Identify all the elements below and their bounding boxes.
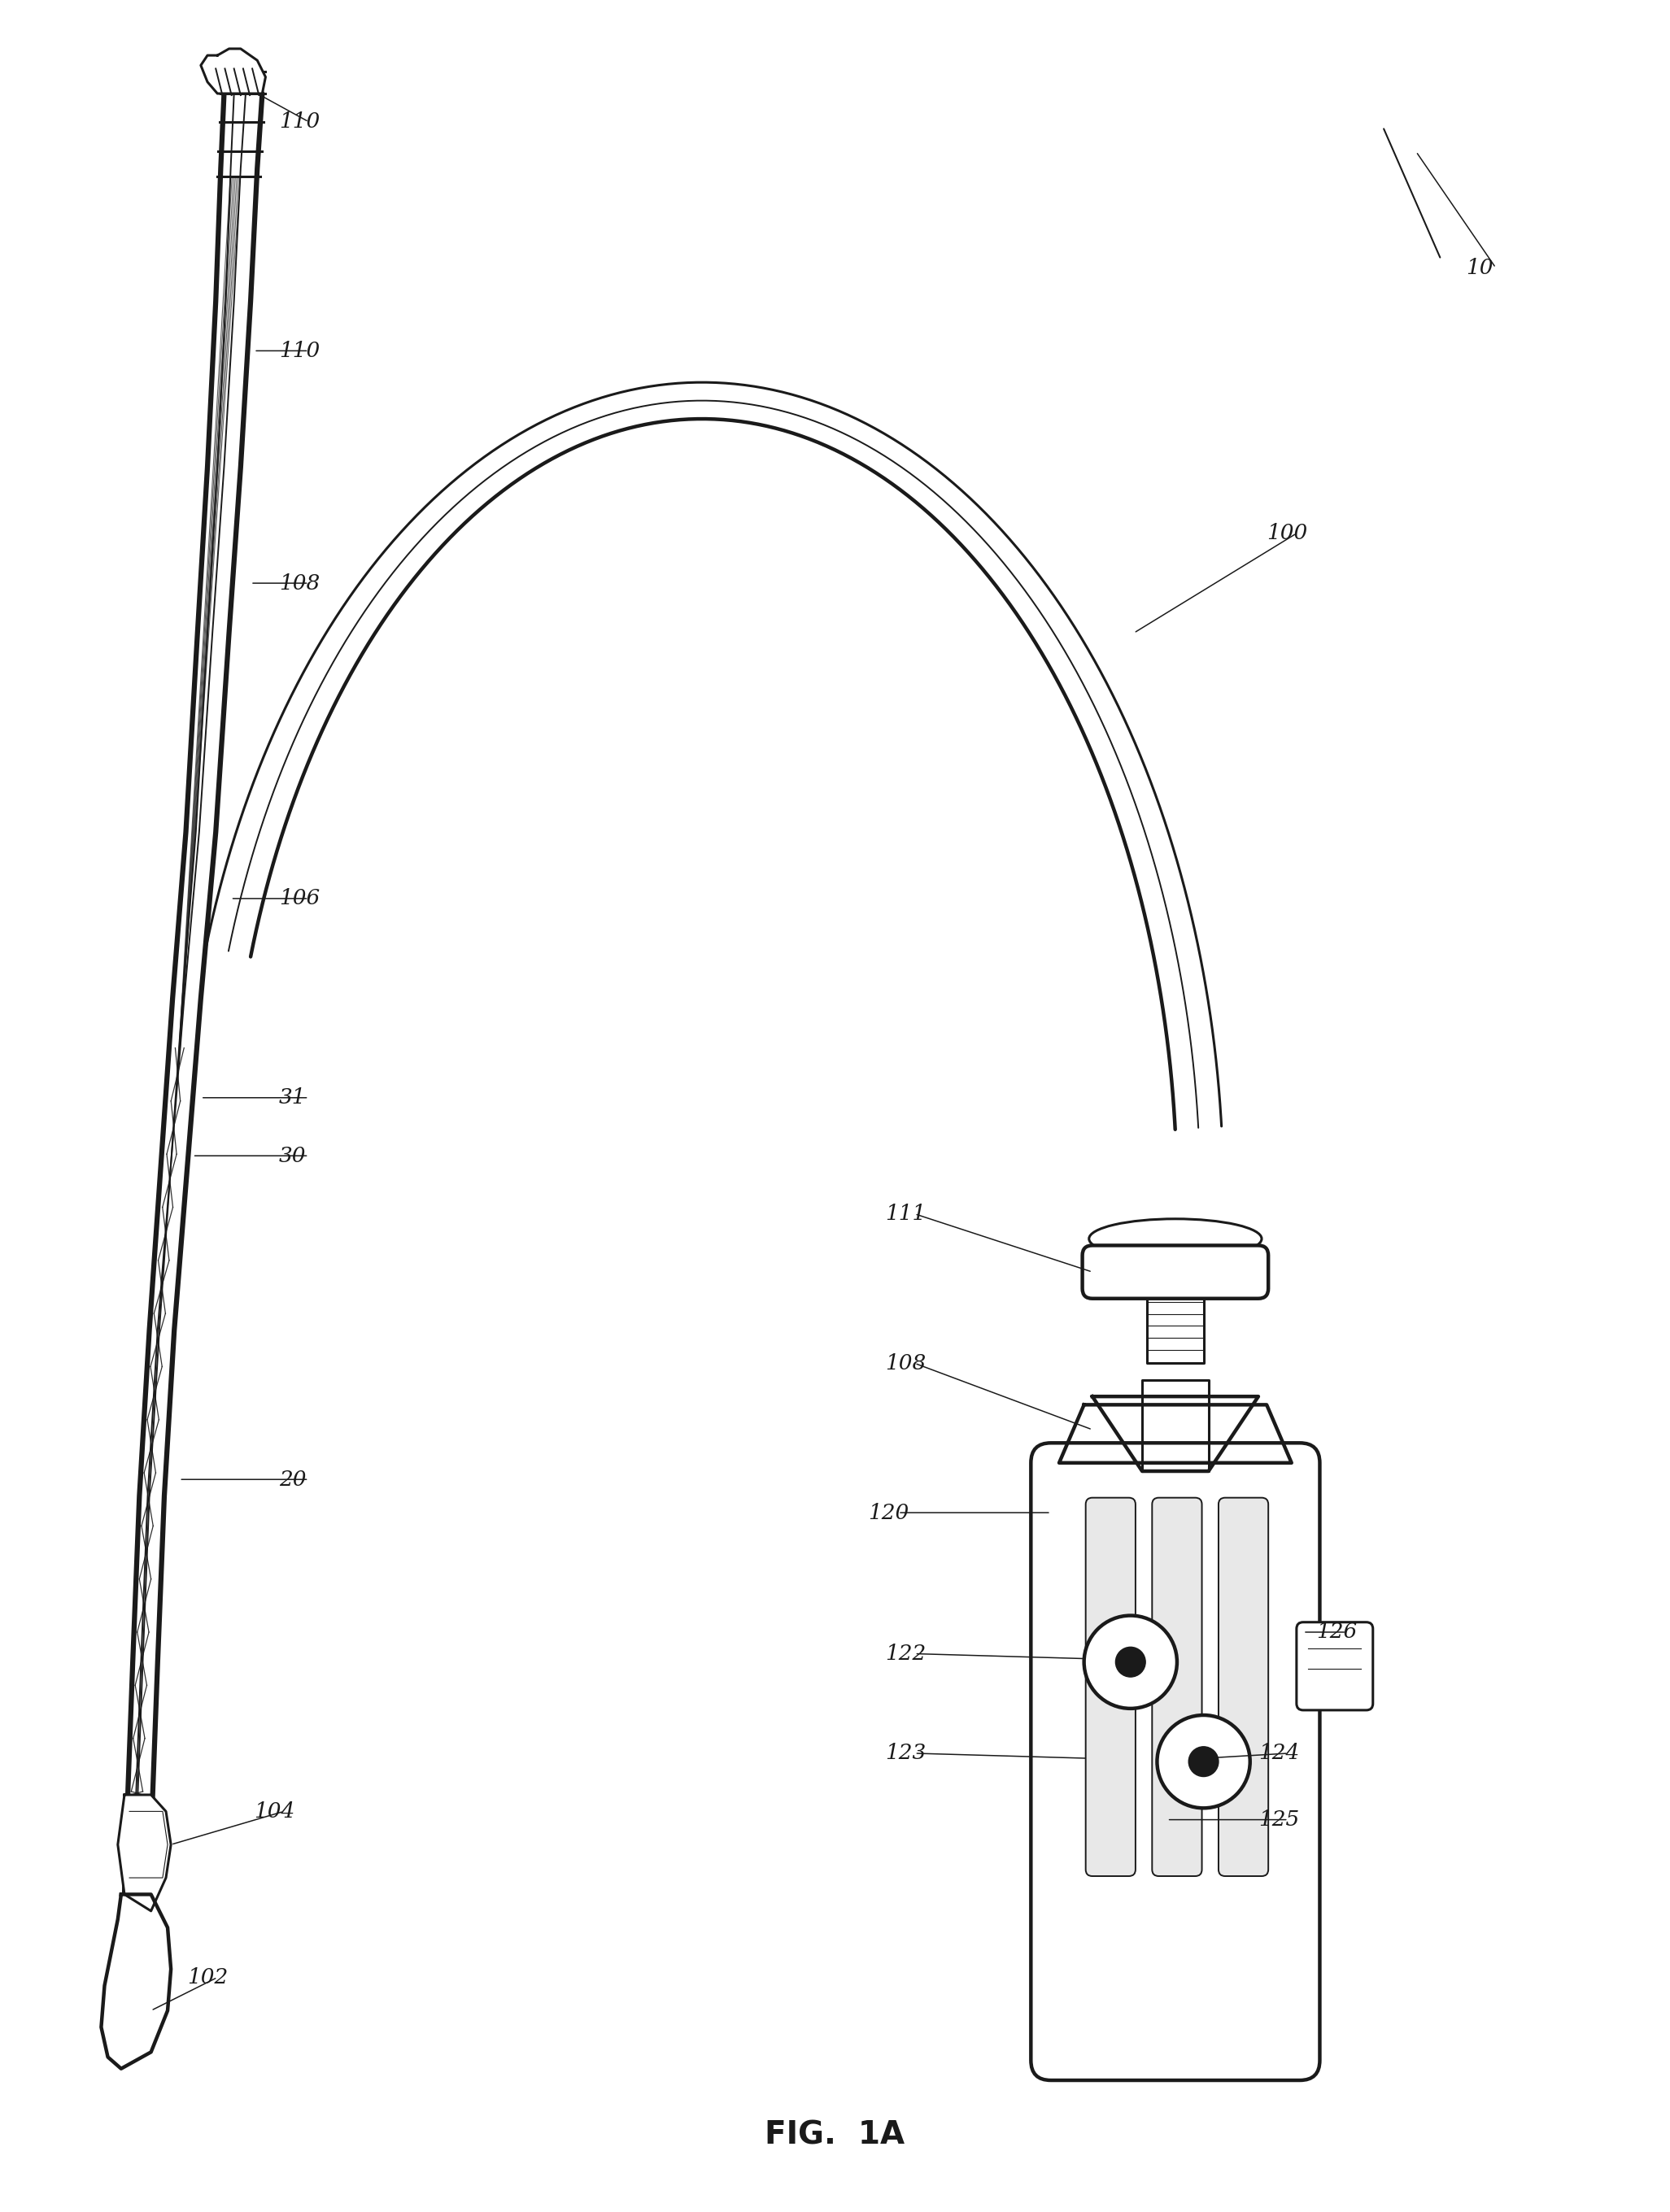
Text: 122: 122 xyxy=(885,1644,925,1663)
Text: 10: 10 xyxy=(1466,257,1493,279)
Text: 104: 104 xyxy=(254,1801,296,1820)
Text: 124: 124 xyxy=(1259,1743,1299,1763)
FancyBboxPatch shape xyxy=(1082,1245,1268,1298)
Circle shape xyxy=(1157,1714,1251,1807)
Circle shape xyxy=(1116,1648,1146,1677)
Ellipse shape xyxy=(1089,1219,1261,1259)
Text: 120: 120 xyxy=(868,1502,908,1522)
Text: 100: 100 xyxy=(1266,524,1308,544)
Polygon shape xyxy=(1142,1380,1209,1471)
Circle shape xyxy=(1084,1615,1177,1708)
Polygon shape xyxy=(1059,1405,1291,1462)
Text: 110: 110 xyxy=(279,341,319,361)
Polygon shape xyxy=(1147,1290,1204,1363)
Text: 125: 125 xyxy=(1259,1809,1299,1829)
Polygon shape xyxy=(122,93,262,2026)
FancyBboxPatch shape xyxy=(1296,1621,1373,1710)
FancyBboxPatch shape xyxy=(1086,1498,1136,1876)
Text: 108: 108 xyxy=(885,1354,925,1374)
FancyBboxPatch shape xyxy=(1219,1498,1268,1876)
Text: 123: 123 xyxy=(885,1743,925,1763)
Text: FIG.  1A: FIG. 1A xyxy=(765,2119,905,2150)
Text: 126: 126 xyxy=(1316,1621,1358,1641)
Text: 20: 20 xyxy=(279,1469,306,1489)
Text: 106: 106 xyxy=(279,889,319,909)
Text: 102: 102 xyxy=(187,1966,229,1989)
Polygon shape xyxy=(1092,1396,1259,1471)
Polygon shape xyxy=(119,1794,170,1911)
Text: 108: 108 xyxy=(279,573,319,593)
Circle shape xyxy=(1189,1747,1219,1776)
Text: 31: 31 xyxy=(279,1088,306,1108)
Text: 30: 30 xyxy=(279,1146,306,1166)
Polygon shape xyxy=(207,383,1221,1130)
Polygon shape xyxy=(102,1893,170,2068)
FancyBboxPatch shape xyxy=(1030,1442,1319,2079)
Text: 110: 110 xyxy=(279,111,319,133)
Text: 111: 111 xyxy=(885,1203,925,1223)
FancyBboxPatch shape xyxy=(1152,1498,1202,1876)
Polygon shape xyxy=(200,49,266,93)
